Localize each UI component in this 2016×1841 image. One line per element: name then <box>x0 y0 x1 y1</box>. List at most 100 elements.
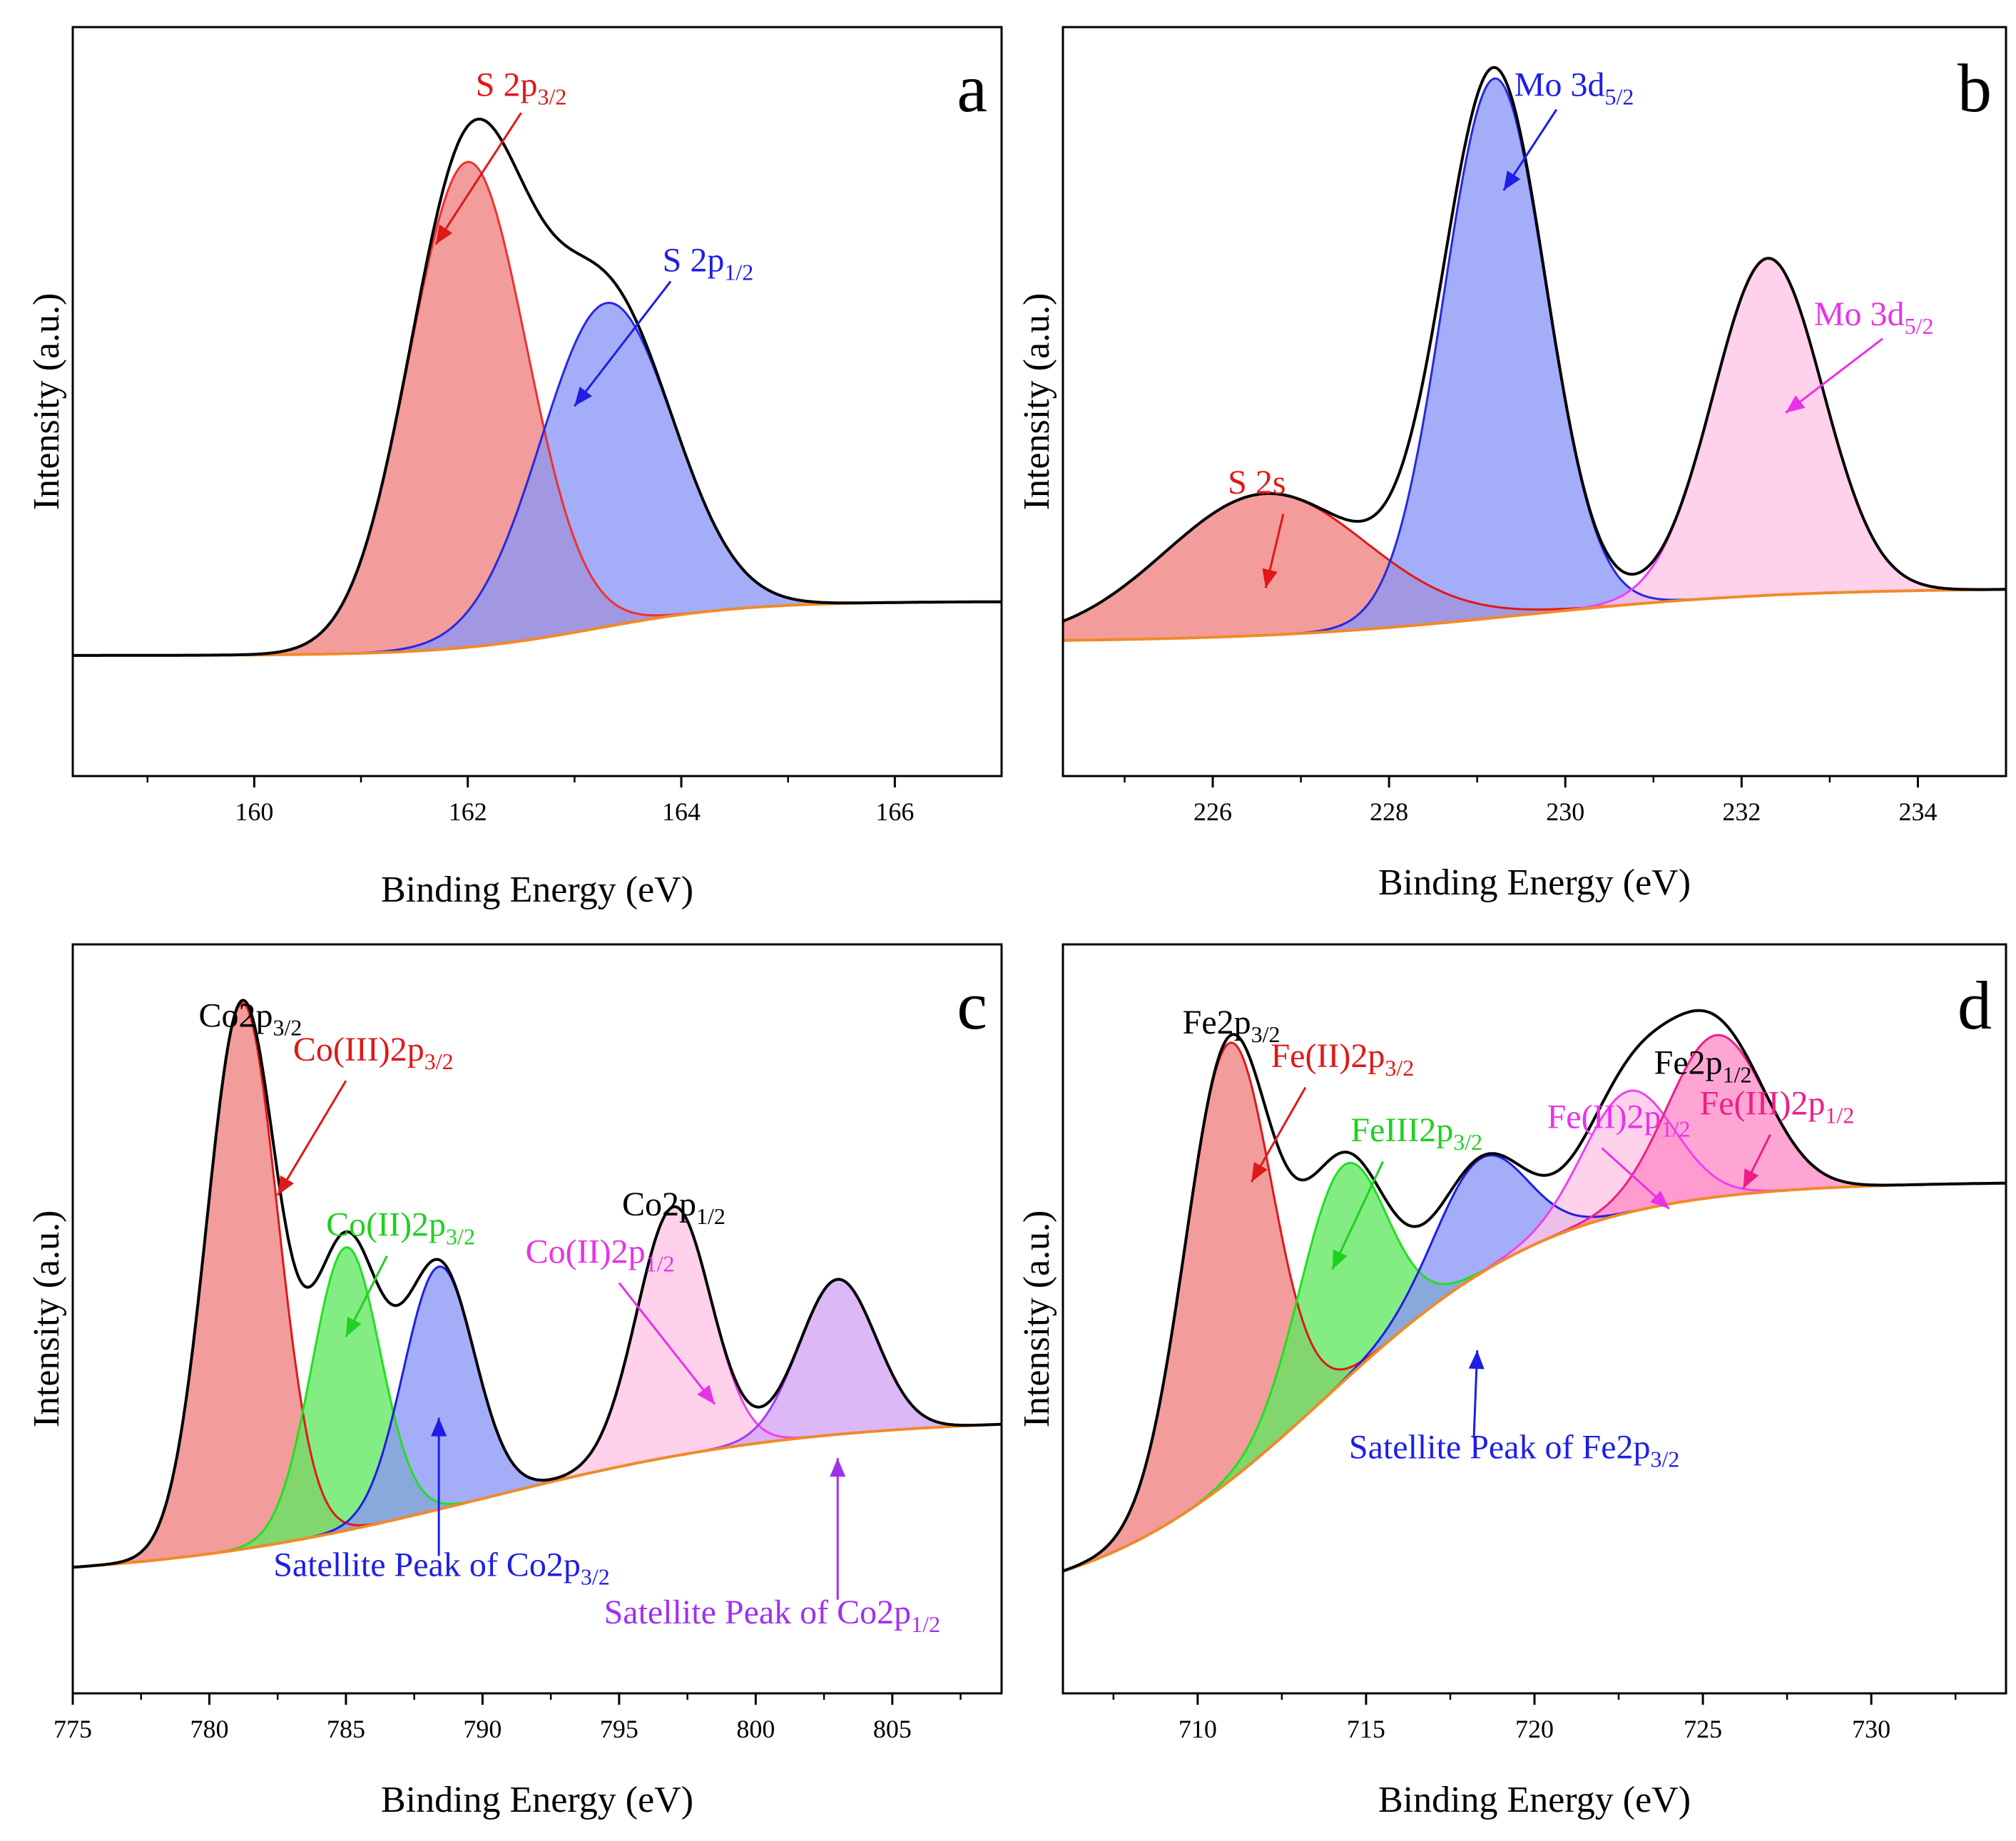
panel-d-background-line <box>1063 1181 2006 1573</box>
panel-d-xtick-label: 730 <box>1852 1715 1890 1743</box>
panel-b-arrow-head <box>1503 170 1521 190</box>
panel-d-xtick-label: 715 <box>1347 1715 1385 1743</box>
panel-d-annotation-5: Fe(III)2p1/2 <box>1700 1084 1855 1128</box>
annotation-subscript: 3/2 <box>273 1015 302 1041</box>
panel-d-envelope-curve <box>1063 1009 2006 1573</box>
panel-c-arrow-shaft <box>276 1080 347 1196</box>
panel-c-arrow-head <box>697 1384 715 1404</box>
panel-d-annotation-4: Fe(II)2p1/2 <box>1547 1098 1691 1141</box>
panel-b-frame <box>1062 26 2007 777</box>
annotation-main-text: Co2p <box>622 1185 696 1223</box>
panel-c-ticks: 775 780 785 790 795 800 805 <box>54 1693 962 1743</box>
panel-d-annotation-6: Satellite Peak of Fe2p3/2 <box>1349 1428 1679 1472</box>
panel-d-xtick-label: 725 <box>1684 1715 1722 1743</box>
annotation-subscript: 1/2 <box>1723 1062 1752 1088</box>
annotation-subscript: 3/2 <box>537 84 566 110</box>
annotation-main-text: Fe(II)2p <box>1271 1037 1385 1075</box>
annotation-main-text: Co(II)2p <box>326 1205 446 1243</box>
panel-b-annotation-2: S 2s <box>1228 464 1286 501</box>
panel-d-arrow-head <box>1251 1161 1268 1182</box>
annotation-subscript: 3/2 <box>1385 1055 1414 1081</box>
panel-c-annotations: Co2p3/2Co(III)2p3/2Co(II)2p3/2Co2p1/2Co(… <box>198 997 940 1637</box>
panel-c-background-curve <box>73 1422 1002 1569</box>
panel-b-xtick-label: 228 <box>1370 797 1408 826</box>
panel-c-envelope <box>73 999 1002 1569</box>
annotation-subscript: 3/2 <box>1453 1129 1482 1155</box>
panel-a-component-fill-1 <box>73 302 1002 656</box>
annotation-subscript: 1/2 <box>1825 1102 1854 1128</box>
panel-c-component-fill-4 <box>73 1279 1002 1568</box>
panel-a-letter: a <box>957 50 987 126</box>
annotation-main-text: Co(II)2p <box>526 1233 646 1270</box>
panel-c-xtick-label: 790 <box>463 1715 502 1743</box>
panel-b-arrow-head <box>1786 395 1806 413</box>
panel-d-annotation-1: Fe(II)2p3/2 <box>1271 1037 1414 1081</box>
panel-b-component-fill-1 <box>1063 78 2006 641</box>
annotation-subscript: 3/2 <box>1651 1446 1680 1472</box>
panel-c-xtick-label: 795 <box>600 1715 638 1743</box>
annotation-main-text: Fe(III)2p <box>1700 1084 1826 1122</box>
panel-d-xlabel: Binding Energy (eV) <box>1378 1780 1691 1820</box>
panel-d-arrow-shaft <box>1331 1161 1384 1270</box>
panel-d-background-curve <box>1063 1181 2006 1573</box>
annotation-main-text: Satellite Peak of Fe2p <box>1349 1428 1651 1466</box>
panel-c-annotation-5: Satellite Peak of Co2p3/2 <box>273 1546 609 1590</box>
panel-b: Mo 3d5/2Mo 3d5/2S 2s 226 228 230 232 234 b B… <box>1017 26 2007 903</box>
panel-b-xtick-label: 232 <box>1722 797 1761 826</box>
panel-d-xtick-label: 720 <box>1515 1715 1554 1743</box>
panel-c-letter: c <box>957 967 987 1044</box>
annotation-main-text: Fe2p <box>1654 1044 1723 1082</box>
annotation-main-text: Fe2p <box>1183 1004 1251 1041</box>
annotation-subscript: 1/2 <box>1661 1116 1691 1141</box>
panel-b-background-curve <box>1063 588 2006 642</box>
panel-d-ylabel: Intensity (a.u.) <box>1017 1210 1057 1428</box>
annotation-subscript: 1/2 <box>911 1611 940 1637</box>
panel-b-arrow-shaft <box>1785 337 1883 414</box>
panel-c-background-line <box>73 1422 1002 1569</box>
annotation-subscript: 3/2 <box>446 1223 475 1249</box>
panel-a-annotations: S 2p3/2S 2p1/2 <box>476 66 753 285</box>
panel-d-letter: d <box>1958 967 1992 1044</box>
panel-c-xtick-label: 775 <box>54 1715 92 1743</box>
annotation-main-text: Mo 3d <box>1514 66 1605 104</box>
panel-a-xlabel: Binding Energy (eV) <box>381 869 693 910</box>
panel-d-arrow-head <box>1332 1249 1348 1270</box>
panel-c-xtick-label: 800 <box>736 1715 775 1743</box>
panel-a-frame <box>71 26 1003 777</box>
panel-a-annotation-1: S 2p1/2 <box>663 241 754 285</box>
panel-a-arrow-head <box>574 386 592 407</box>
panel-a-ticks: 160 162 164 166 <box>146 776 914 826</box>
panel-d-arrow-head <box>1650 1190 1669 1209</box>
annotation-main-text: Co(III)2p <box>293 1031 424 1069</box>
panel-a-component-fill-0 <box>73 162 1002 656</box>
panel-d-arrow-head <box>1743 1168 1759 1189</box>
annotation-main-text: FeIII2p <box>1350 1111 1453 1149</box>
panel-b-ylabel: Intensity (a.u.) <box>1017 293 1057 511</box>
panel-d: Fe2p3/2Fe(II)2p3/2FeIII2p3/2Fe2p1/2Fe(II… <box>1017 943 2007 1820</box>
panel-a-arrows <box>434 112 672 407</box>
panel-a-xtick-label: 160 <box>235 797 273 826</box>
panel-c-xtick-label: 780 <box>190 1715 228 1743</box>
panel-c-annotation-4: Co(II)2p1/2 <box>526 1233 675 1276</box>
panel-b-envelope-curve <box>1063 66 2006 623</box>
panel-a-arrow-head <box>435 224 453 245</box>
panel-d-xtick-label: 710 <box>1178 1715 1217 1743</box>
panel-c-annotation-6: Satellite Peak of Co2p1/2 <box>604 1593 940 1637</box>
annotation-subscript: 1/2 <box>646 1250 675 1276</box>
panel-b-xtick-label: 234 <box>1898 797 1937 826</box>
panel-a-envelope <box>73 118 1002 657</box>
panel-c-annotation-3: Co2p1/2 <box>622 1185 726 1229</box>
annotation-subscript: 3/2 <box>581 1564 610 1590</box>
panel-b-xtick-label: 226 <box>1193 797 1232 826</box>
panel-d-annotation-3: Fe2p1/2 <box>1654 1044 1752 1088</box>
panel-b-background-line <box>1063 588 2006 642</box>
panel-d-component-fill-0 <box>1063 1042 2006 1571</box>
panel-b-annotations: Mo 3d5/2Mo 3d5/2S 2s <box>1228 66 1933 502</box>
annotation-subscript: 5/2 <box>1604 84 1634 110</box>
panel-c-arrow-head <box>830 1458 846 1477</box>
panel-a-annotation-0: S 2p3/2 <box>476 66 567 110</box>
panel-d-annotation-0: Fe2p3/2 <box>1183 1004 1281 1047</box>
annotation-main-text: S 2p <box>663 241 725 279</box>
panel-a-xtick-label: 162 <box>449 797 487 826</box>
